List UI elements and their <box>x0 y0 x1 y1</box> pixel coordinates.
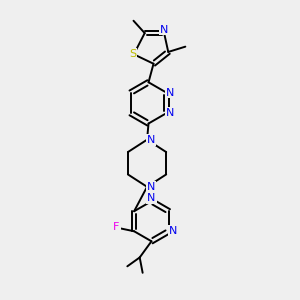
Text: N: N <box>166 88 174 98</box>
Text: N: N <box>160 25 168 34</box>
Text: F: F <box>113 222 120 232</box>
Text: N: N <box>166 108 174 118</box>
Text: N: N <box>146 135 155 145</box>
Text: N: N <box>169 226 177 236</box>
Text: N: N <box>147 193 156 203</box>
Text: S: S <box>129 49 136 59</box>
Text: N: N <box>146 182 155 192</box>
